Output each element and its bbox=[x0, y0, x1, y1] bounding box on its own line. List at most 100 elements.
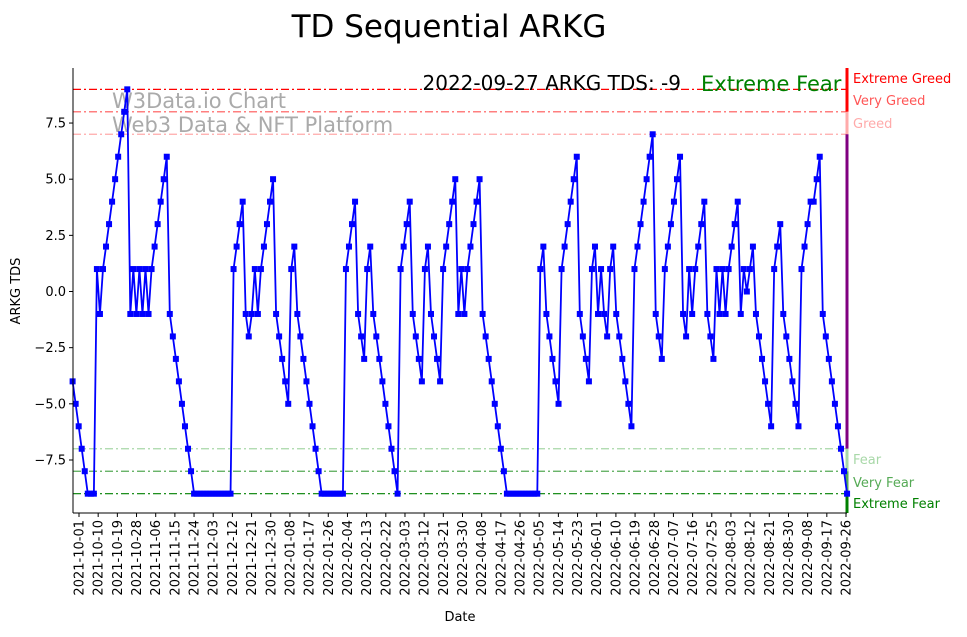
data-point bbox=[415, 355, 422, 362]
data-point bbox=[312, 445, 319, 452]
data-point bbox=[75, 423, 82, 430]
data-point bbox=[579, 333, 586, 340]
data-point bbox=[825, 355, 832, 362]
x-tick-label: 2021-12-30 bbox=[264, 520, 279, 596]
data-point bbox=[528, 490, 535, 497]
data-point bbox=[531, 490, 538, 497]
data-point bbox=[239, 198, 246, 205]
data-point bbox=[203, 490, 210, 497]
data-point bbox=[522, 490, 529, 497]
data-point bbox=[555, 400, 562, 407]
data-point bbox=[783, 333, 790, 340]
data-point bbox=[576, 310, 583, 317]
data-point bbox=[491, 400, 498, 407]
data-point bbox=[352, 198, 359, 205]
data-point bbox=[567, 198, 574, 205]
x-tick-label: 2022-08-12 bbox=[744, 520, 759, 596]
data-point bbox=[749, 243, 756, 250]
data-point bbox=[619, 355, 626, 362]
data-point bbox=[458, 266, 465, 273]
data-point bbox=[163, 153, 170, 160]
x-tick-label: 2021-12-03 bbox=[207, 520, 222, 596]
data-point bbox=[631, 266, 638, 273]
data-point bbox=[133, 310, 140, 317]
x-tick-label: 2021-10-28 bbox=[130, 520, 145, 596]
level-label: Fear bbox=[853, 453, 882, 468]
data-point bbox=[573, 153, 580, 160]
data-point bbox=[834, 423, 841, 430]
x-tick-label: 2021-11-06 bbox=[149, 520, 164, 596]
data-point bbox=[822, 333, 829, 340]
data-point bbox=[403, 221, 410, 228]
data-point bbox=[175, 378, 182, 385]
watermark-line-1: W3Data.io Chart bbox=[112, 89, 286, 113]
data-point bbox=[227, 490, 234, 497]
data-point bbox=[722, 310, 729, 317]
data-point bbox=[139, 310, 146, 317]
data-point bbox=[349, 221, 356, 228]
data-point bbox=[786, 355, 793, 362]
y-tick-label: 5.0 bbox=[45, 173, 66, 188]
data-point bbox=[488, 378, 495, 385]
data-point bbox=[224, 490, 231, 497]
data-point bbox=[449, 198, 456, 205]
data-point bbox=[109, 198, 116, 205]
x-tick-label: 2022-01-08 bbox=[283, 520, 298, 596]
data-point bbox=[792, 400, 799, 407]
data-point bbox=[500, 468, 507, 475]
data-point bbox=[768, 423, 775, 430]
data-point bbox=[828, 378, 835, 385]
data-point bbox=[637, 221, 644, 228]
data-point bbox=[200, 490, 207, 497]
annotation-text: 2022-09-27 ARKG TDS: -9 bbox=[423, 71, 682, 95]
x-tick-label: 2021-10-19 bbox=[111, 520, 126, 596]
data-point bbox=[494, 423, 501, 430]
data-point bbox=[437, 378, 444, 385]
data-point bbox=[106, 221, 113, 228]
data-point bbox=[233, 243, 240, 250]
data-point bbox=[455, 310, 462, 317]
data-point bbox=[166, 310, 173, 317]
data-point bbox=[683, 333, 690, 340]
data-point bbox=[844, 490, 851, 497]
data-point bbox=[397, 266, 404, 273]
data-point bbox=[534, 490, 541, 497]
data-point bbox=[87, 490, 94, 497]
data-point bbox=[689, 310, 696, 317]
data-point bbox=[345, 243, 352, 250]
series-line bbox=[71, 89, 848, 495]
data-point bbox=[303, 378, 310, 385]
status-label: Extreme Fear bbox=[701, 72, 842, 96]
x-tick-label: 2022-07-25 bbox=[705, 520, 720, 596]
x-tick-label: 2021-10-10 bbox=[92, 520, 107, 596]
data-point bbox=[677, 153, 684, 160]
data-point bbox=[543, 310, 550, 317]
y-tick-label: −2.5 bbox=[34, 341, 66, 356]
data-point bbox=[789, 378, 796, 385]
data-point bbox=[297, 333, 304, 340]
data-point bbox=[118, 131, 125, 138]
data-point bbox=[191, 490, 198, 497]
data-point bbox=[421, 266, 428, 273]
data-point bbox=[367, 243, 374, 250]
data-point bbox=[771, 266, 778, 273]
data-point bbox=[382, 400, 389, 407]
data-point bbox=[342, 266, 349, 273]
data-point bbox=[819, 310, 826, 317]
data-point bbox=[230, 266, 237, 273]
data-point bbox=[780, 310, 787, 317]
data-point bbox=[388, 445, 395, 452]
chart-title: TD Sequential ARKG bbox=[291, 9, 607, 45]
data-point bbox=[607, 266, 614, 273]
data-point bbox=[710, 355, 717, 362]
data-point bbox=[178, 400, 185, 407]
data-point bbox=[355, 310, 362, 317]
data-point bbox=[686, 266, 693, 273]
data-point bbox=[221, 490, 228, 497]
data-point bbox=[136, 266, 143, 273]
data-point bbox=[725, 266, 732, 273]
data-point bbox=[743, 288, 750, 295]
data-point bbox=[497, 445, 504, 452]
data-point bbox=[643, 176, 650, 183]
data-point bbox=[188, 468, 195, 475]
